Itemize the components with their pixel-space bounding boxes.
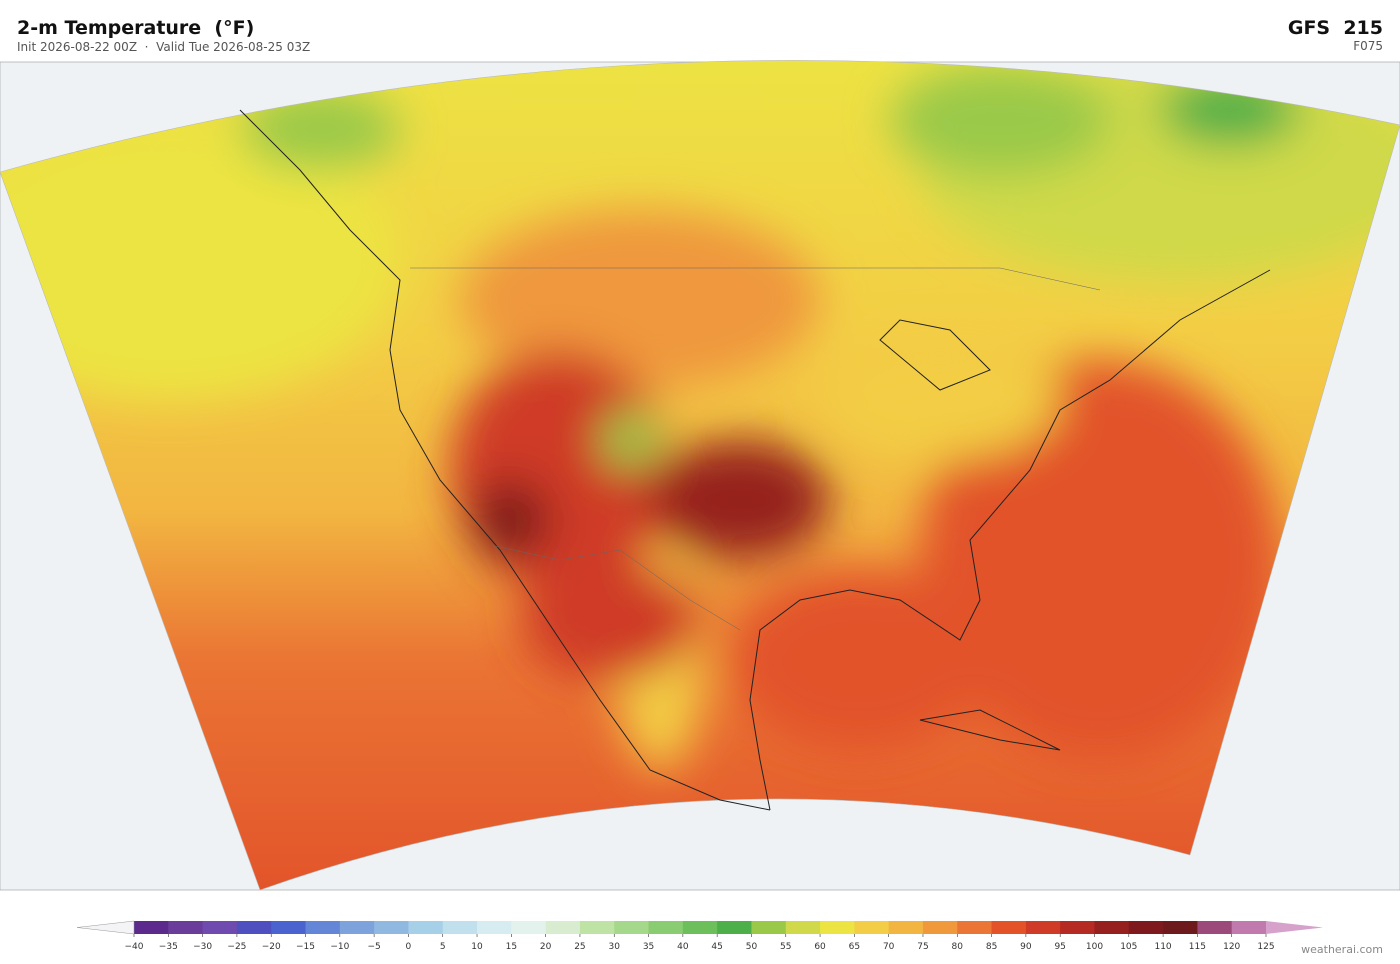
colorbar-segment: [717, 921, 752, 934]
watermark: weatherai.com: [1301, 943, 1383, 956]
borders: [410, 267, 1101, 631]
colorbar-segment: [168, 921, 204, 934]
colorbar-tick-label: 75: [917, 942, 928, 952]
colorbar-tick-label: −40: [125, 942, 144, 952]
colorbar-over: [1266, 921, 1323, 934]
colorbar-tick-label: 45: [711, 942, 722, 952]
colorbar-segment: [854, 921, 890, 934]
title: 2-m Temperature (°F): [17, 17, 254, 39]
colorbar-segment: [1060, 921, 1095, 934]
colorbar-segment: [1197, 921, 1233, 934]
colorbar-segment: [511, 921, 547, 934]
colorbar-tick-label: 125: [1257, 942, 1274, 952]
forecast-hour: F075: [1353, 39, 1383, 53]
colorbar-tick-label: 85: [986, 942, 997, 952]
colorbar-tick-label: 40: [677, 942, 689, 952]
colorbar-segment: [785, 921, 821, 934]
colorbar-tick-label: 5: [440, 942, 446, 952]
colorbar-tick-label: 105: [1120, 942, 1137, 952]
colorbar-tick-label: 95: [1054, 942, 1065, 952]
colorbar-tick-label: 70: [883, 942, 895, 952]
colorbar-tick-label: 20: [540, 942, 552, 952]
colorbar-tick-label: −25: [227, 942, 246, 952]
model: GFS 215: [1288, 17, 1383, 39]
colorbar-tick-label: 90: [1020, 942, 1032, 952]
colorbar-segment: [1025, 921, 1061, 934]
colorbar-tick-label: 110: [1154, 942, 1171, 952]
colorbar-segment: [579, 921, 615, 934]
colorbar-tick-label: 100: [1086, 942, 1103, 952]
colorbar-segment: [545, 921, 581, 934]
colorbar-segment: [751, 921, 787, 934]
colorbar-tick-label: 115: [1189, 942, 1206, 952]
colorbar-segment: [991, 921, 1027, 934]
colorbar-tick-label: 25: [574, 942, 585, 952]
colorbar-tick-label: −30: [193, 942, 212, 952]
colorbar-tick-label: 60: [814, 942, 826, 952]
colorbar-tick-label: 55: [780, 942, 791, 952]
map: [0, 60, 1400, 891]
colorbar-tick-label: 80: [952, 942, 964, 952]
colorbar-segment: [1231, 921, 1267, 934]
colorbar-segment: [477, 921, 512, 934]
colorbar-segment: [271, 921, 307, 934]
colorbar-tick-label: 65: [849, 942, 860, 952]
colorbar-segment: [888, 921, 924, 934]
colorbar-under: [76, 920, 135, 935]
colorbar-tick-label: 35: [643, 942, 654, 952]
colorbar-segment: [408, 921, 444, 934]
colorbar-segment: [614, 921, 650, 934]
colorbar-segment: [202, 921, 238, 934]
colorbar-tick-label: −10: [330, 942, 349, 952]
colorbar-segment: [374, 921, 409, 934]
colorbar-tick-label: 120: [1223, 942, 1240, 952]
colorbar-segment: [957, 921, 993, 934]
colorbar-segment: [682, 921, 718, 934]
colorbar: −40 −35 −30 −25 −20 −15 −10 −5 0 5 10 15 20 25 30 35 40 4…: [76, 920, 1323, 952]
colorbar-tick-label: −35: [159, 942, 178, 952]
colorbar-tick-label: 30: [609, 942, 621, 952]
colorbar-tick-label: 15: [506, 942, 517, 952]
colorbar-segment: [648, 921, 684, 934]
colorbar-segment: [134, 921, 169, 934]
colorbar-segment: [922, 921, 958, 934]
colorbar-tick-label: −20: [262, 942, 281, 952]
colorbar-tick-label: −5: [367, 942, 380, 952]
subtitle: Init 2026-08-22 00Z · Valid Tue 2026-08-…: [17, 40, 310, 54]
colorbar-segment: [305, 921, 341, 934]
colorbar-segment: [1128, 921, 1164, 934]
colorbar-tick-label: 10: [471, 942, 483, 952]
colorbar-segment: [820, 921, 855, 934]
colorbar-tick-label: 0: [406, 942, 412, 952]
colorbar-tick-label: −15: [296, 942, 315, 952]
colorbar-segment: [442, 921, 478, 934]
colorbar-tick-label: 50: [746, 942, 758, 952]
coastlines: [239, 109, 1271, 811]
colorbar-segment: [1094, 921, 1130, 934]
colorbar-segment: [1163, 921, 1198, 934]
colorbar-segment: [236, 921, 272, 934]
colorbar-segment: [339, 921, 375, 934]
